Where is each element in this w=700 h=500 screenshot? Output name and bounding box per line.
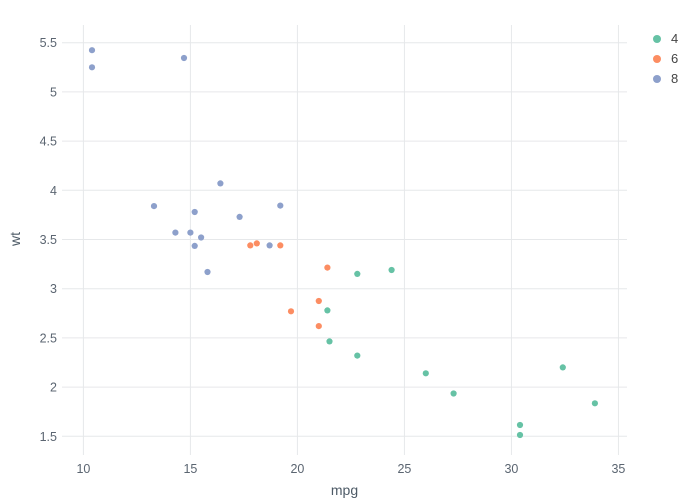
y-tick-label: 1.5 xyxy=(40,430,57,444)
y-axis-title: wt xyxy=(7,232,23,246)
legend: 4 6 8 xyxy=(645,29,678,89)
data-point-cyl8[interactable] xyxy=(191,208,198,216)
data-point-cyl4[interactable] xyxy=(326,338,333,345)
legend-item-4[interactable]: 4 xyxy=(645,29,678,49)
data-point-cyl8[interactable] xyxy=(217,180,224,187)
data-point-cyl8[interactable] xyxy=(191,242,198,249)
y-tick-label: 5.5 xyxy=(40,36,57,50)
y-tick-label: 3 xyxy=(50,282,57,296)
data-point-cyl6[interactable] xyxy=(315,297,322,305)
data-point-cyl4[interactable] xyxy=(354,270,361,277)
x-tick-label: 25 xyxy=(397,462,411,476)
y-tick-label: 4 xyxy=(50,184,57,198)
data-point-cyl4[interactable] xyxy=(324,307,331,314)
y-tick-label: 4.5 xyxy=(40,135,57,149)
data-point-cyl8[interactable] xyxy=(172,229,179,236)
data-point-cyl8[interactable] xyxy=(236,213,243,220)
data-point-cyl4[interactable] xyxy=(591,400,599,407)
data-point-cyl8[interactable] xyxy=(180,54,188,62)
data-point-cyl8[interactable] xyxy=(88,47,96,54)
x-tick-label: 35 xyxy=(611,462,625,476)
data-point-cyl8[interactable] xyxy=(187,229,194,236)
y-tick-label: 3.5 xyxy=(40,233,57,247)
data-point-cyl4[interactable] xyxy=(422,370,429,377)
y-tick-label: 2 xyxy=(50,381,57,395)
data-point-cyl4[interactable] xyxy=(388,266,395,274)
legend-label: 8 xyxy=(671,71,679,86)
x-axis-title: mpg xyxy=(330,482,359,498)
x-tick-label: 20 xyxy=(290,462,304,476)
y-tick-label: 2.5 xyxy=(40,331,57,345)
legend-label: 4 xyxy=(671,31,679,46)
legend-marker-icon xyxy=(653,35,661,43)
data-point-cyl8[interactable] xyxy=(88,64,96,71)
data-point-cyl6[interactable] xyxy=(247,242,254,249)
x-tick-label: 30 xyxy=(504,462,518,476)
data-point-cyl6[interactable] xyxy=(287,308,295,315)
data-point-cyl6[interactable] xyxy=(253,240,260,247)
legend-marker-icon xyxy=(653,55,661,63)
data-point-cyl4[interactable] xyxy=(516,421,524,429)
legend-item-8[interactable]: 8 xyxy=(645,69,678,89)
legend-marker-icon xyxy=(653,75,661,83)
x-tick-label: 15 xyxy=(183,462,197,476)
data-point-cyl8[interactable] xyxy=(277,202,284,209)
data-point-cyl8[interactable] xyxy=(198,234,205,241)
data-point-cyl6[interactable] xyxy=(277,242,284,249)
data-point-cyl6[interactable] xyxy=(324,264,331,271)
data-point-cyl8[interactable] xyxy=(150,203,158,210)
y-tick-label: 5 xyxy=(50,85,57,99)
data-point-cyl4[interactable] xyxy=(516,431,524,439)
data-point-cyl8[interactable] xyxy=(204,268,211,276)
data-point-cyl8[interactable] xyxy=(266,242,273,249)
data-point-cyl4[interactable] xyxy=(559,364,566,371)
data-point-cyl4[interactable] xyxy=(354,352,361,359)
data-point-cyl4[interactable] xyxy=(450,390,457,397)
legend-item-6[interactable]: 6 xyxy=(645,49,678,69)
x-tick-label: 10 xyxy=(76,462,90,476)
data-point-cyl6[interactable] xyxy=(315,323,322,330)
legend-label: 6 xyxy=(671,51,679,66)
